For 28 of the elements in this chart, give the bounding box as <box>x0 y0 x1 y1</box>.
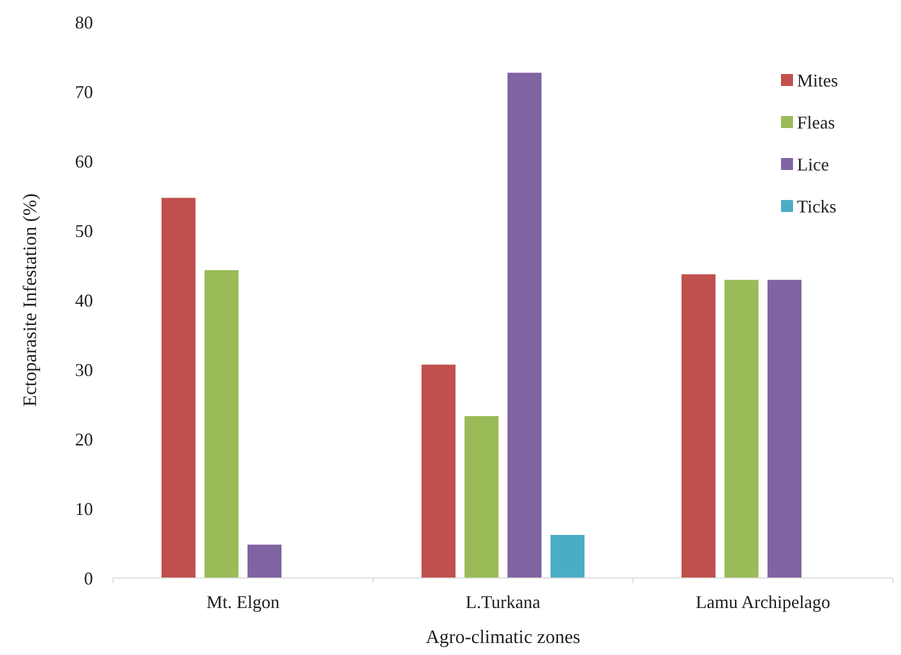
y-tick-label: 50 <box>75 220 93 241</box>
y-tick-label: 10 <box>75 498 93 519</box>
y-tick-label: 80 <box>75 12 93 32</box>
bar <box>204 270 238 578</box>
bar <box>682 274 716 578</box>
bar <box>248 544 282 578</box>
x-tick-label: Mt. Elgon <box>206 592 280 612</box>
legend-label: Mites <box>797 70 838 90</box>
y-tick-label: 30 <box>75 360 93 380</box>
bar <box>768 280 802 578</box>
bar <box>162 198 196 578</box>
x-tick-label: L.Turkana <box>466 592 540 612</box>
legend-label: Ticks <box>797 196 836 216</box>
y-tick-label: 20 <box>75 429 93 450</box>
x-axis-title: Agro-climatic zones <box>426 627 580 648</box>
legend-label: Fleas <box>797 112 835 132</box>
y-tick-label: 60 <box>75 151 93 172</box>
bar <box>508 72 542 578</box>
bar <box>550 534 584 578</box>
bar <box>724 280 758 578</box>
y-tick-label: 70 <box>75 82 93 102</box>
legend-label: Lice <box>797 154 829 174</box>
y-tick-label: 40 <box>75 290 93 310</box>
bar <box>464 416 498 578</box>
bar <box>422 364 456 578</box>
x-tick-label: Lamu Archipelago <box>696 592 830 612</box>
y-axis-title: Ectoparasite Infestation (%) <box>20 193 41 407</box>
y-tick-label: 0 <box>84 568 93 588</box>
